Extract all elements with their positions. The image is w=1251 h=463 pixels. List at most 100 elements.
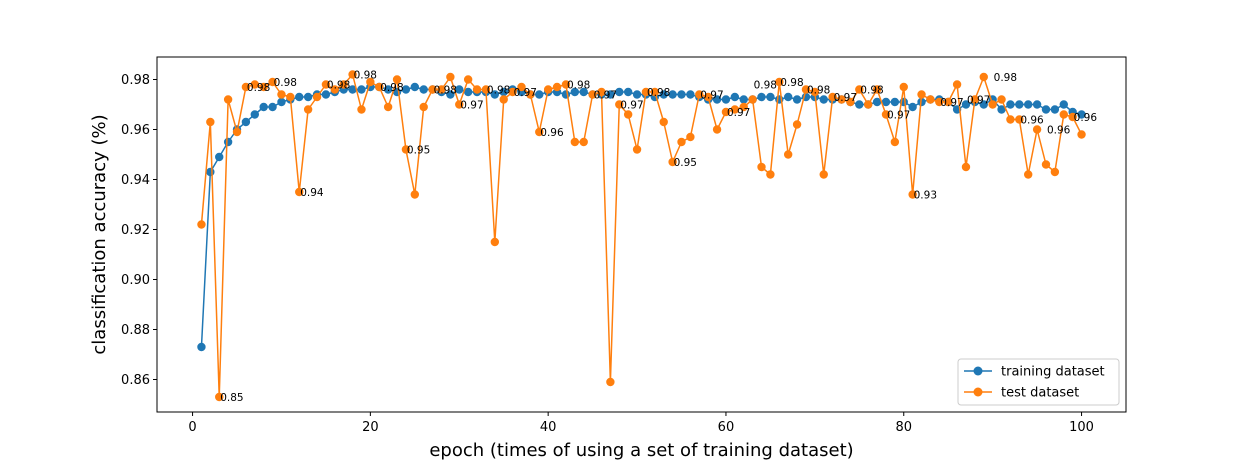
axis-ticks: 0 20 40 60 80 100 0.86 0.88 0.90 0.92 0.94 0.96 0.98 bbox=[121, 73, 1094, 435]
data-point-test bbox=[935, 97, 944, 107]
data-point-test bbox=[677, 137, 686, 147]
data-point-training bbox=[668, 90, 677, 99]
data-point-test bbox=[615, 100, 624, 109]
data-point-training bbox=[890, 97, 900, 107]
data-point-test bbox=[686, 132, 695, 142]
data-point-test bbox=[1006, 115, 1015, 124]
data-point-test bbox=[766, 170, 775, 179]
data-label: 0.98 bbox=[807, 85, 830, 97]
data-point-training bbox=[730, 92, 740, 102]
data-point-test bbox=[623, 110, 633, 119]
data-point-test bbox=[1041, 160, 1051, 169]
data-point-test bbox=[321, 80, 331, 89]
data-point-test bbox=[952, 80, 962, 89]
legend: training dataset test dataset bbox=[957, 358, 1120, 406]
data-point-test bbox=[1024, 170, 1033, 179]
data-point-test bbox=[472, 85, 482, 94]
data-point-test bbox=[926, 95, 935, 104]
data-point-training bbox=[908, 102, 917, 112]
data-point-test bbox=[455, 100, 464, 109]
x-tick-label: 100 bbox=[1069, 420, 1094, 435]
data-point-test bbox=[348, 70, 357, 79]
data-point-training bbox=[792, 95, 802, 104]
data-point-test bbox=[588, 90, 597, 99]
data-point-test bbox=[783, 150, 793, 159]
data-point-test bbox=[632, 145, 642, 154]
data-point-test bbox=[961, 162, 971, 172]
data-point-training bbox=[215, 152, 224, 162]
data-label: 0.98 bbox=[327, 80, 350, 92]
y-tick-label: 0.94 bbox=[121, 173, 150, 188]
data-point-test bbox=[259, 82, 268, 92]
data-point-test bbox=[366, 77, 375, 87]
y-axis-label: classification accuracy (%) bbox=[89, 114, 110, 354]
data-label: 0.98 bbox=[754, 80, 777, 92]
data-label: 0.95 bbox=[407, 145, 430, 157]
data-point-test bbox=[1077, 130, 1086, 139]
data-label: 0.97 bbox=[514, 87, 537, 99]
plot-frame bbox=[156, 56, 1127, 413]
data-point-training bbox=[819, 95, 828, 104]
data-point-training bbox=[410, 82, 420, 92]
data-point-training bbox=[632, 90, 642, 99]
data-point-test bbox=[375, 82, 384, 92]
y-tick-label: 0.86 bbox=[121, 373, 150, 388]
data-point-training bbox=[739, 95, 748, 104]
data-point-training bbox=[277, 97, 286, 107]
data-point-test bbox=[650, 87, 660, 97]
data-point-training bbox=[499, 87, 508, 97]
data-point-test bbox=[339, 80, 348, 89]
data-point-training bbox=[463, 87, 473, 97]
data-point-training bbox=[419, 85, 428, 94]
y-tick-label: 0.98 bbox=[121, 73, 150, 88]
x-tick-label: 20 bbox=[362, 420, 379, 435]
data-label: 0.98 bbox=[567, 80, 590, 92]
data-point-training bbox=[979, 100, 988, 109]
data-point-test bbox=[197, 220, 206, 229]
data-point-test bbox=[286, 92, 295, 102]
data-point-test bbox=[383, 102, 393, 112]
data-point-test bbox=[1032, 125, 1042, 134]
data-point-training bbox=[721, 95, 731, 104]
data-point-test bbox=[410, 190, 420, 199]
data-point-test bbox=[855, 85, 864, 94]
data-point-training bbox=[686, 90, 695, 99]
data-point-test bbox=[819, 170, 828, 179]
data-point-test bbox=[1050, 167, 1060, 177]
data-point-test bbox=[917, 90, 926, 99]
data-point-training bbox=[455, 85, 464, 94]
data-point-test bbox=[988, 100, 997, 109]
data-point-training bbox=[383, 85, 393, 94]
data-point-training bbox=[997, 105, 1006, 114]
data-point-test bbox=[543, 85, 553, 94]
data-point-training bbox=[259, 102, 268, 112]
data-point-test bbox=[250, 80, 259, 89]
data-point-training bbox=[712, 95, 722, 104]
data-label: 0.98 bbox=[354, 70, 377, 82]
data-point-training bbox=[268, 102, 277, 112]
data-label: 0.98 bbox=[780, 77, 803, 89]
data-point-test bbox=[872, 85, 882, 94]
data-point-test bbox=[703, 92, 713, 102]
data-point-training bbox=[961, 100, 971, 109]
data-label: 0.98 bbox=[274, 77, 297, 89]
data-point-training bbox=[606, 90, 615, 99]
data-point-training bbox=[623, 87, 633, 97]
data-point-test bbox=[997, 95, 1006, 104]
data-point-test bbox=[792, 120, 802, 129]
series-line-test bbox=[200, 73, 1083, 398]
data-label: 0.97 bbox=[620, 100, 643, 112]
data-label: 0.97 bbox=[834, 92, 857, 104]
data-point-test bbox=[437, 85, 446, 94]
data-point-test bbox=[446, 72, 455, 82]
series-group bbox=[197, 70, 1086, 402]
data-point-test bbox=[552, 82, 562, 92]
data-point-training bbox=[579, 87, 588, 97]
data-point-test bbox=[944, 97, 953, 107]
data-point-test bbox=[970, 95, 980, 104]
data-point-test bbox=[979, 72, 988, 82]
data-point-test bbox=[908, 190, 917, 199]
data-point-test bbox=[526, 90, 535, 99]
data-point-training bbox=[677, 90, 686, 99]
data-label: 0.96 bbox=[1020, 115, 1044, 127]
